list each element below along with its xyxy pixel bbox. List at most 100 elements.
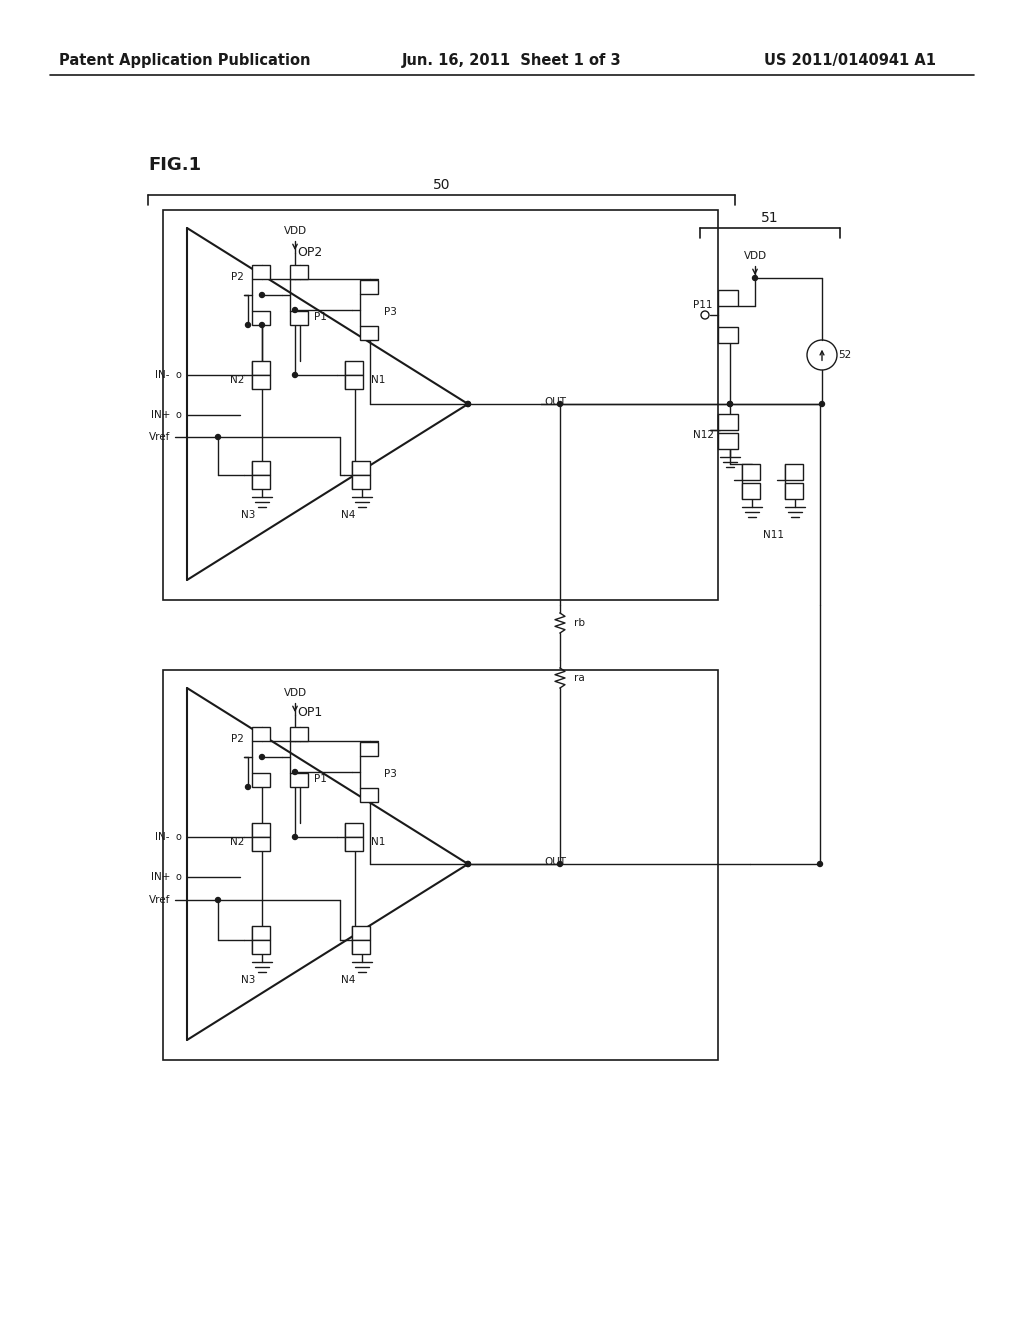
Bar	[345, 822, 362, 837]
Bar	[345, 837, 362, 851]
Bar	[718, 327, 738, 343]
Text: rb: rb	[574, 618, 585, 628]
Text: 52: 52	[839, 350, 852, 360]
Bar	[252, 927, 270, 940]
Text: US 2011/0140941 A1: US 2011/0140941 A1	[764, 53, 936, 67]
Bar	[163, 210, 718, 601]
Text: FIG.1: FIG.1	[148, 156, 201, 174]
Bar	[352, 927, 370, 940]
Text: VDD: VDD	[284, 688, 306, 698]
Bar	[252, 727, 270, 741]
Bar	[252, 375, 270, 389]
Text: VDD: VDD	[284, 226, 306, 236]
Text: o: o	[175, 411, 181, 420]
Text: N1: N1	[371, 375, 385, 385]
Bar	[252, 312, 270, 325]
Text: OUT: OUT	[544, 397, 566, 407]
Bar	[785, 483, 803, 499]
Circle shape	[293, 308, 298, 313]
Text: N2: N2	[229, 375, 244, 385]
Text: OP2: OP2	[297, 247, 323, 260]
Bar	[360, 742, 378, 756]
Circle shape	[215, 898, 220, 903]
Circle shape	[727, 401, 732, 407]
Text: P1: P1	[313, 312, 327, 322]
Text: P3: P3	[384, 308, 396, 317]
Circle shape	[466, 401, 470, 407]
Bar	[252, 822, 270, 837]
Text: Vref: Vref	[148, 432, 170, 442]
Bar	[252, 265, 270, 279]
Bar	[252, 837, 270, 851]
Text: ra: ra	[574, 673, 585, 682]
Bar	[290, 727, 308, 741]
Text: IN+: IN+	[151, 873, 170, 882]
Text: N1: N1	[371, 837, 385, 847]
Text: N12: N12	[692, 430, 714, 440]
Circle shape	[466, 862, 470, 866]
Circle shape	[819, 401, 824, 407]
Bar	[360, 280, 378, 294]
Text: N4: N4	[341, 510, 355, 520]
Bar	[163, 671, 718, 1060]
Text: o: o	[175, 832, 181, 842]
Bar	[345, 360, 362, 375]
Bar	[345, 375, 362, 389]
Text: N2: N2	[229, 837, 244, 847]
Bar	[352, 940, 370, 954]
Bar	[785, 465, 803, 480]
Circle shape	[293, 770, 298, 775]
Text: P11: P11	[693, 300, 713, 310]
Text: P2: P2	[230, 272, 244, 282]
Text: VDD: VDD	[743, 251, 767, 261]
Circle shape	[557, 401, 562, 407]
Text: N11: N11	[763, 531, 783, 540]
Circle shape	[466, 862, 470, 866]
Text: N4: N4	[341, 975, 355, 985]
Circle shape	[753, 276, 758, 281]
Circle shape	[466, 401, 470, 407]
Bar	[290, 312, 308, 325]
Circle shape	[215, 434, 220, 440]
Bar	[360, 788, 378, 803]
Bar	[290, 265, 308, 279]
Text: IN+: IN+	[151, 411, 170, 420]
Text: N3: N3	[241, 510, 255, 520]
Circle shape	[259, 293, 264, 297]
Text: Vref: Vref	[148, 895, 170, 906]
Text: P2: P2	[230, 734, 244, 744]
Text: P3: P3	[384, 770, 396, 779]
Bar	[252, 475, 270, 488]
Circle shape	[259, 755, 264, 759]
Text: o: o	[175, 370, 181, 380]
Circle shape	[259, 322, 264, 327]
Circle shape	[293, 834, 298, 840]
Bar	[252, 774, 270, 787]
Text: OUT: OUT	[544, 857, 566, 867]
Text: OP1: OP1	[297, 706, 323, 719]
Bar	[360, 326, 378, 341]
Circle shape	[246, 322, 251, 327]
Bar	[352, 475, 370, 488]
Bar	[718, 433, 738, 449]
Bar	[252, 461, 270, 475]
Text: o: o	[175, 873, 181, 882]
Bar	[290, 774, 308, 787]
Bar	[718, 414, 738, 430]
Circle shape	[727, 401, 732, 407]
Circle shape	[246, 784, 251, 789]
Text: N3: N3	[241, 975, 255, 985]
Circle shape	[293, 372, 298, 378]
Text: IN-: IN-	[156, 832, 170, 842]
Text: Jun. 16, 2011  Sheet 1 of 3: Jun. 16, 2011 Sheet 1 of 3	[402, 53, 622, 67]
Bar	[742, 465, 760, 480]
Bar	[252, 360, 270, 375]
Text: IN-: IN-	[156, 370, 170, 380]
Circle shape	[817, 862, 822, 866]
Bar	[742, 483, 760, 499]
Circle shape	[557, 862, 562, 866]
Bar	[352, 461, 370, 475]
Text: 51: 51	[761, 211, 779, 224]
Text: 50: 50	[433, 178, 451, 191]
Text: P1: P1	[313, 774, 327, 784]
